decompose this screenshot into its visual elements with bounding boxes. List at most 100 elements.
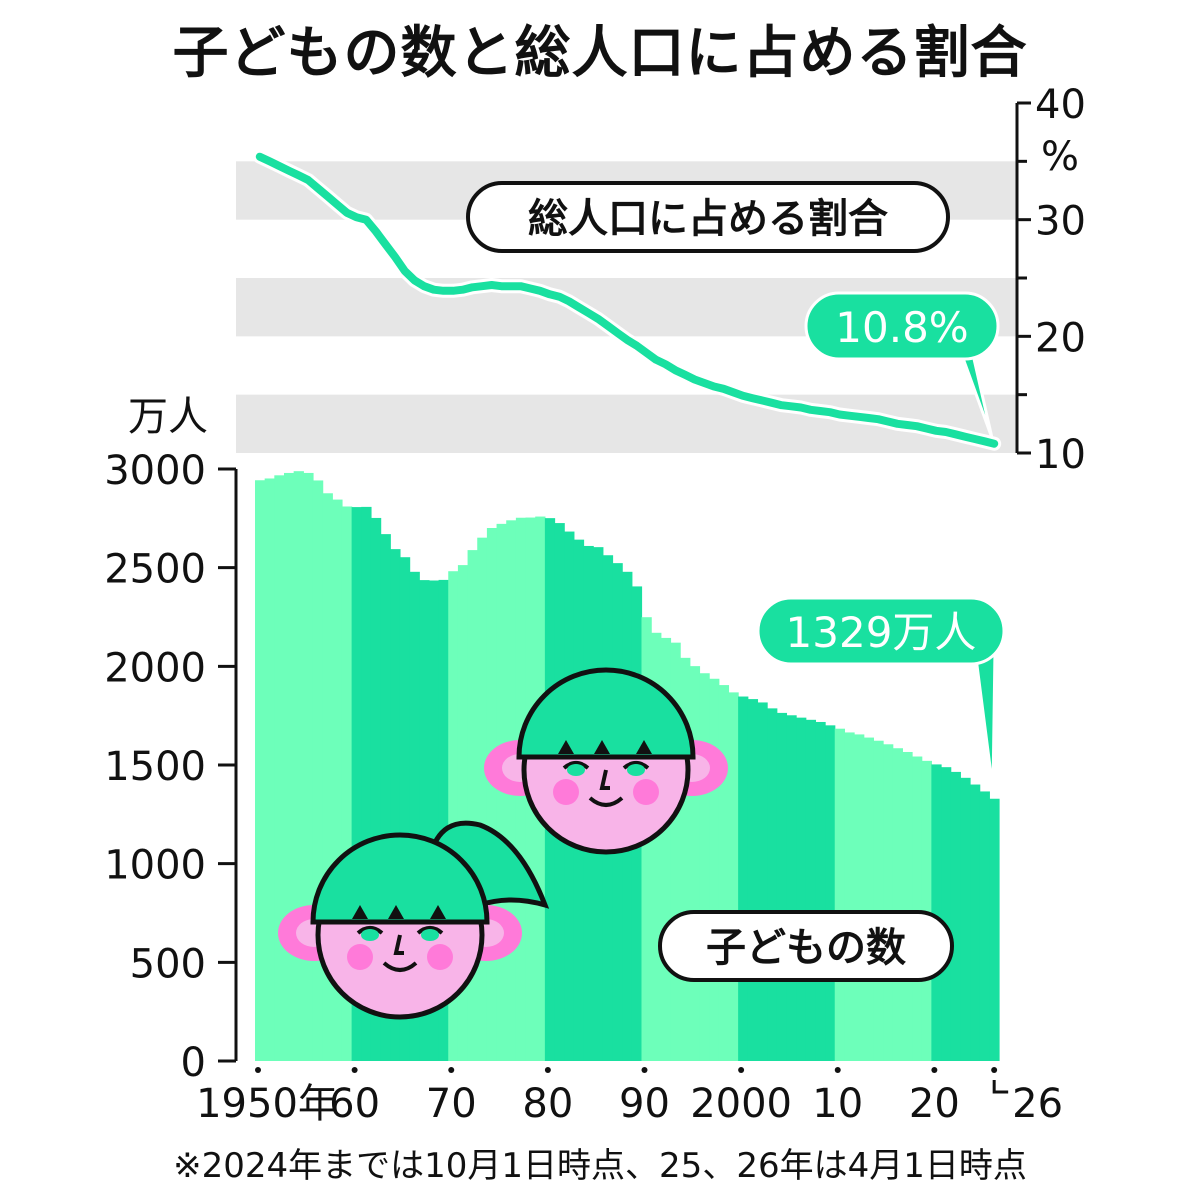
bar-1967 — [419, 580, 430, 1061]
bar-1974 — [486, 528, 498, 1061]
bar-1973 — [477, 537, 488, 1061]
bar-2007 — [805, 719, 817, 1061]
pct-y-tick-label: 20 — [1035, 315, 1086, 361]
bar-y-tick-label: 1000 — [104, 843, 206, 889]
bar-2010 — [834, 728, 846, 1061]
bar-1962 — [370, 517, 382, 1061]
x-tick-label: 60 — [329, 1081, 380, 1127]
bar-1971 — [457, 565, 469, 1061]
bar-1992 — [660, 637, 672, 1061]
bar-2005 — [786, 715, 797, 1061]
axes: 0 500 1000 1500 2000 2500 3000 万人 10 20 30 40% 1950年… — [104, 82, 1086, 1127]
x-tick-bracket — [992, 1080, 1009, 1094]
bar-1950 — [255, 480, 266, 1061]
line-series-percentage — [252, 149, 1002, 451]
bar-label: 子どもの数 — [706, 925, 906, 971]
bar-1956 — [312, 480, 324, 1062]
pct-y-tick-label: 10 — [1035, 432, 1086, 478]
bar-1965 — [399, 557, 411, 1061]
bar-1999 — [728, 692, 739, 1061]
bar-2008 — [815, 721, 826, 1061]
bar-2006 — [796, 717, 807, 1061]
line-label: 総人口に占める割合 — [528, 196, 888, 242]
bar-2015 — [883, 744, 894, 1061]
x-tick-label: 90 — [619, 1081, 670, 1127]
bar-2013 — [863, 737, 874, 1061]
bar-2001 — [747, 699, 759, 1061]
bar-end-callout: 1329万人 — [756, 596, 1006, 791]
bar-1955 — [303, 472, 314, 1061]
bar-1970 — [448, 571, 459, 1061]
pct-y-tick-label: 30 — [1035, 199, 1086, 245]
bar-2003 — [767, 708, 778, 1061]
bar-1972 — [467, 550, 478, 1061]
bar-1996 — [699, 673, 710, 1061]
line-end-callout: 10.8% — [804, 291, 1000, 439]
bar-2018 — [912, 756, 923, 1061]
bar-1957 — [322, 493, 333, 1062]
x-tick-label: 26 — [1012, 1081, 1063, 1127]
bar-1997 — [709, 678, 720, 1061]
line-label-box: 総人口に占める割合 — [466, 181, 950, 253]
bar-1993 — [670, 642, 681, 1061]
bar-2009 — [825, 725, 836, 1061]
bar-y-tick-label: 1500 — [104, 744, 206, 790]
bar-end-value: 1329万人 — [786, 608, 977, 657]
bar-1975 — [496, 523, 507, 1061]
x-tick-dot — [351, 1067, 358, 1073]
bar-2022 — [950, 771, 961, 1061]
bar-2016 — [892, 748, 903, 1061]
bar-1998 — [718, 685, 730, 1061]
bar-2026 — [989, 798, 1000, 1061]
x-tick-dot — [255, 1067, 261, 1073]
bar-label-box: 子どもの数 — [658, 910, 954, 982]
bar-2011 — [844, 732, 855, 1061]
boy-face-illustration — [484, 667, 728, 855]
bar-1968 — [428, 580, 440, 1061]
bar-1951 — [264, 478, 275, 1061]
x-tick-dot — [641, 1067, 648, 1073]
bar-1964 — [390, 549, 401, 1061]
bar-1958 — [332, 499, 343, 1061]
line-end-value: 10.8% — [835, 303, 968, 352]
bar-2020 — [931, 764, 942, 1061]
x-tick-label: 70 — [426, 1081, 477, 1127]
bar-2021 — [941, 767, 952, 1061]
x-tick-dot — [931, 1067, 938, 1073]
bar-1960 — [351, 507, 362, 1061]
bar-1969 — [438, 579, 449, 1061]
bar-2019 — [921, 760, 932, 1061]
bar-y-tick-label: 500 — [130, 941, 206, 987]
bar-2002 — [757, 702, 768, 1061]
bar-1959 — [341, 506, 353, 1061]
x-tick-label: 2000 — [690, 1081, 792, 1127]
bar-1961 — [361, 506, 372, 1061]
x-tick-dot — [991, 1067, 998, 1073]
bar-2023 — [960, 777, 971, 1061]
bar-1991 — [651, 632, 662, 1061]
x-tick-dot — [738, 1067, 745, 1073]
x-tick-dot — [834, 1067, 841, 1073]
bar-y-tick-label: 3000 — [104, 448, 206, 494]
x-tick-label: 1950年 — [196, 1081, 338, 1127]
line-percentage — [255, 152, 999, 448]
bar-y-tick-label: 0 — [181, 1040, 206, 1086]
bar-2004 — [776, 712, 788, 1061]
bar-2014 — [873, 740, 884, 1061]
pct-y-unit: % — [1041, 134, 1079, 180]
bar-1954 — [293, 471, 304, 1061]
bar-1995 — [689, 666, 701, 1061]
x-tick-dot — [544, 1067, 551, 1073]
bar-y-unit: 万人 — [128, 394, 208, 440]
bar-1953 — [283, 472, 295, 1061]
footnote: ※2024年までは10月1日時点、25、26年は4月1日時点 — [173, 1146, 1027, 1186]
bar-2012 — [854, 734, 865, 1061]
x-tick-label: 20 — [909, 1081, 960, 1127]
chart-title: 子どもの数と総人口に占める割合 — [172, 21, 1028, 86]
bar-y-tick-label: 2500 — [104, 547, 206, 593]
bar-1994 — [680, 657, 691, 1061]
girl-face-illustration — [278, 820, 550, 1020]
bar-1963 — [380, 534, 391, 1061]
bar-2024 — [970, 784, 981, 1061]
